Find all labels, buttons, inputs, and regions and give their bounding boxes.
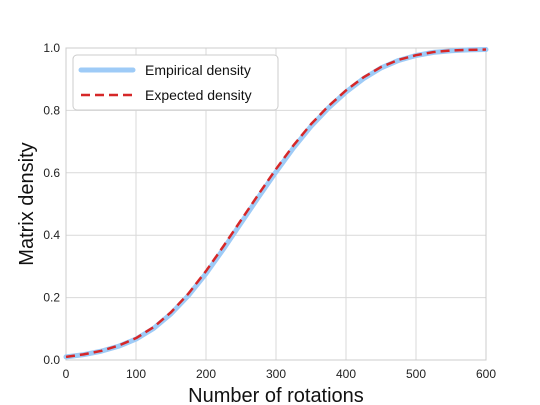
legend-label-empirical: Empirical density bbox=[145, 62, 251, 78]
y-tick-label: 0.0 bbox=[43, 353, 60, 367]
y-tick-label: 0.2 bbox=[43, 291, 60, 305]
y-tick-label: 0.4 bbox=[43, 228, 60, 242]
x-axis-title: Number of rotations bbox=[188, 385, 364, 405]
x-tick-label: 300 bbox=[266, 367, 286, 381]
y-tick-label: 0.8 bbox=[43, 103, 60, 117]
legend: Empirical density Expected density bbox=[72, 54, 279, 111]
x-tick-label: 600 bbox=[476, 367, 496, 381]
x-tick-labels: 0 100 200 300 400 500 600 bbox=[63, 367, 497, 381]
y-tick-label: 1.0 bbox=[43, 41, 60, 55]
x-tick-label: 0 bbox=[63, 367, 70, 381]
x-tick-label: 100 bbox=[126, 367, 146, 381]
x-tick-label: 500 bbox=[406, 367, 426, 381]
legend-label-expected: Expected density bbox=[145, 87, 252, 103]
x-tick-label: 400 bbox=[336, 367, 356, 381]
plot-frame bbox=[65, 47, 487, 361]
x-tick-label: 200 bbox=[196, 367, 216, 381]
y-tick-label: 0.6 bbox=[43, 166, 60, 180]
series-layer bbox=[63, 47, 489, 360]
y-tick-labels: 0.0 0.2 0.4 0.6 0.8 1.0 bbox=[43, 41, 60, 367]
y-axis-title: Matrix density bbox=[16, 142, 38, 265]
expected-density-line bbox=[65, 48, 487, 359]
